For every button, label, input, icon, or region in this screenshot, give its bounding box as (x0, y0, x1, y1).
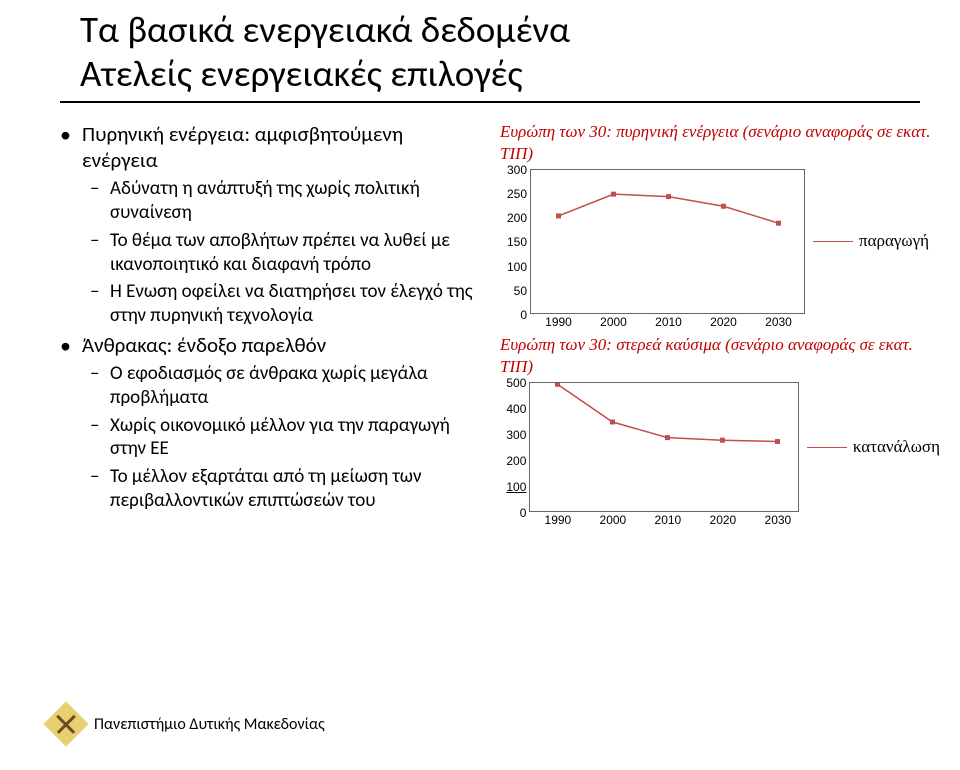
bullet-0-sub-1: Το θέμα των αποβλήτων πρέπει να λυθεί με… (82, 229, 480, 277)
x-tick-label: 2010 (655, 313, 682, 329)
x-tick-label: 1990 (545, 511, 572, 527)
bullet-1-sub-1: Χωρίς οικονομικό μέλλον για την παραγωγή… (82, 414, 480, 462)
y-tick-label: 250 (507, 187, 531, 201)
bullet-column: Πυρηνική ενέργεια: αμφισβητούμενη ενέργε… (60, 121, 480, 532)
chart-1: 05010015020025030019902000201020202030 (530, 169, 805, 314)
content-row: Πυρηνική ενέργεια: αμφισβητούμενη ενέργε… (60, 121, 920, 532)
x-tick-label: 1990 (545, 313, 572, 329)
bullet-0-sub-2: Η Ένωση οφείλει να διατηρήσει τον έλεγχό… (82, 280, 480, 328)
y-tick-label: 100 (507, 260, 531, 274)
chart-2-title: Ευρώπη των 30: στερεά καύσιμα (σενάριο α… (500, 334, 940, 378)
x-tick-label: 2030 (765, 511, 792, 527)
slide: Τα βασικά ενεργειακά δεδομένα Ατελείς εν… (0, 0, 960, 532)
bullet-1-sub-2: Το μέλλον εξαρτάται από τη μείωση των πε… (82, 465, 480, 513)
title-line-1: Τα βασικά ενεργειακά δεδομένα (80, 7, 570, 52)
legend-line-icon (813, 241, 853, 242)
title-rule (60, 101, 920, 103)
bullet-0-text: Πυρηνική ενέργεια: αμφισβητούμενη ενέργε… (82, 121, 403, 173)
y-tick-label: 300 (507, 163, 531, 177)
chart-1-legend: παραγωγή (813, 231, 929, 251)
chart-1-legend-label: παραγωγή (859, 231, 929, 251)
y-tick-label: 50 (514, 284, 531, 298)
y-tick-label: 200 (506, 454, 530, 468)
university-logo-icon (43, 701, 88, 746)
slide-title: Τα βασικά ενεργειακά δεδομένα Ατελείς εν… (80, 8, 920, 97)
chart-1-title: Ευρώπη των 30: πυρηνική ενέργεια (σενάρι… (500, 121, 940, 165)
y-tick-label: 200 (507, 211, 531, 225)
bullet-0-sub-0: Αδύνατη η ανάπτυξή της χωρίς πολιτική συ… (82, 177, 480, 225)
chart-line (531, 170, 806, 315)
y-tick-label: 150 (507, 235, 531, 249)
bullet-0: Πυρηνική ενέργεια: αμφισβητούμενη ενέργε… (60, 121, 480, 328)
x-tick-label: 2000 (600, 313, 627, 329)
chart-2-legend: κατανάλωση (807, 437, 940, 457)
y-tick-label: 0 (520, 506, 531, 520)
chart-column: Ευρώπη των 30: πυρηνική ενέργεια (σενάρι… (500, 121, 940, 532)
chart-line (530, 383, 805, 513)
footer-text: Πανεπιστήμιο Δυτικής Μακεδονίας (94, 715, 325, 734)
y-tick-label: 400 (506, 402, 530, 416)
y-tick-label: 300 (506, 428, 530, 442)
x-tick-label: 2020 (710, 313, 737, 329)
x-tick-label: 2000 (600, 511, 627, 527)
x-tick-label: 2030 (765, 313, 792, 329)
x-tick-label: 2010 (655, 511, 682, 527)
chart-1-block: Ευρώπη των 30: πυρηνική ενέργεια (σενάρι… (500, 121, 940, 314)
legend-line-icon (807, 447, 847, 448)
x-tick-label: 2020 (710, 511, 737, 527)
chart-2: 010020030040050019902000201020202030 (529, 382, 798, 512)
chart-2-legend-label: κατανάλωση (853, 437, 940, 457)
y-tick-label: 0 (520, 308, 531, 322)
y-tick-label: 100 (506, 480, 530, 494)
bullet-1-sub-0: Ο εφοδιασμός σε άνθρακα χωρίς μεγάλα προ… (82, 362, 480, 410)
bullet-1: Άνθρακας: ένδοξο παρελθόν Ο εφοδιασμός σ… (60, 332, 480, 513)
y-tick-label: 500 (506, 376, 530, 390)
bullet-1-text: Άνθρακας: ένδοξο παρελθόν (82, 332, 326, 358)
footer: Πανεπιστήμιο Δυτικής Μακεδονίας (50, 708, 325, 740)
title-line-2: Ατελείς ενεργειακές επιλογές (80, 51, 523, 96)
chart-2-block: Ευρώπη των 30: στερεά καύσιμα (σενάριο α… (500, 334, 940, 512)
